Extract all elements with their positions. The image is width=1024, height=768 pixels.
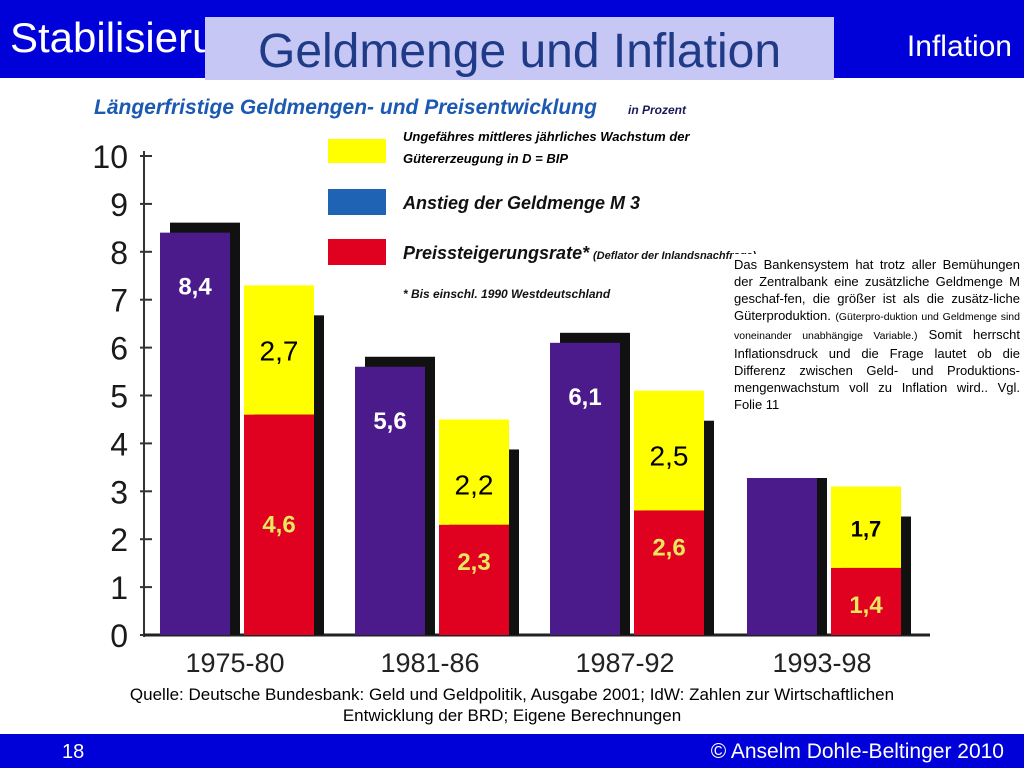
bar-inflation: [634, 510, 704, 635]
bar-gdp: [439, 419, 509, 525]
legend-label-inflation: Preissteigerungsrate*: [403, 243, 590, 263]
chart-title-suffix: in Prozent: [628, 103, 687, 117]
y-tick-label: 5: [110, 379, 128, 415]
legend-label-gdp: Ungefähres mittleres jährliches Wachstum…: [403, 129, 691, 144]
y-tick-label: 6: [110, 331, 128, 367]
bar-label-gdp: 2,5: [650, 441, 689, 472]
bar-m3: [550, 342, 620, 635]
bar-label-gdp: 2,7: [260, 335, 299, 366]
y-tick-label: 4: [110, 426, 128, 462]
bar-label-inflation: 4,6: [262, 512, 295, 539]
title-box: [205, 17, 834, 80]
slide-title: Geldmenge und Inflation: [257, 25, 782, 78]
side-note: Das Bankensystem hat trotz aller Bemühun…: [732, 254, 1022, 478]
topic-label: Inflation: [906, 30, 1012, 63]
category-label: 1975-80: [185, 648, 284, 678]
category-label: 1987-92: [575, 648, 674, 678]
legend-label-gdp-2: Gütererzeugung in D = BIP: [403, 151, 568, 166]
y-tick-label: 10: [92, 139, 128, 175]
bar-gdp: [831, 486, 901, 568]
source-citation: Quelle: Deutsche Bundesbank: Geld und Ge…: [129, 685, 895, 725]
bar-gdp: [244, 285, 314, 415]
legend-label-inflation-2: (Deflator der Inlandsnachfrage): [593, 250, 757, 262]
legend-swatch-gdp: [328, 139, 386, 163]
y-tick-label: 9: [110, 187, 128, 223]
bar-label-inflation: 1,4: [849, 592, 883, 619]
bar-m3: [355, 366, 425, 635]
bar-label-gdp: 2,2: [455, 469, 494, 500]
bar-label-gdp: 1,7: [851, 517, 882, 542]
bar-label-inflation: 2,3: [457, 549, 490, 576]
bar-m3: [160, 232, 230, 635]
bar-gdp: [634, 390, 704, 511]
y-tick-label: 1: [110, 570, 128, 606]
bar-label-m3: 6,1: [568, 384, 601, 411]
side-note-text-b: (Güterpro-duktion und Geldmenge sind von…: [734, 311, 1020, 342]
chart-footnote: * Bis einschl. 1990 Westdeutschland: [403, 287, 611, 301]
slide-number: 18: [62, 741, 85, 763]
chart-title: Längerfristige Geldmengen- und Preisentw…: [94, 96, 597, 119]
bar-label-m3: 8,4: [178, 274, 212, 301]
bar-label-inflation: 2,6: [652, 534, 685, 561]
legend-label-m3: Anstieg der Geldmenge M 3: [402, 193, 640, 213]
side-note-text-c: Somit herrscht Inflationsdruck und die F…: [734, 327, 1020, 412]
y-tick-label: 3: [110, 474, 128, 510]
bar-inflation: [244, 414, 314, 635]
y-tick-label: 7: [110, 283, 128, 319]
copyright: © Anselm Dohle-Beltinger 2010: [710, 740, 1004, 763]
y-tick-label: 2: [110, 522, 128, 558]
legend-swatch-inflation: [328, 239, 386, 265]
category-label: 1993-98: [772, 648, 871, 678]
footer-bar: [0, 734, 1024, 768]
y-tick-label: 8: [110, 235, 128, 271]
bar-inflation: [439, 524, 509, 635]
category-label: 1981-86: [380, 648, 479, 678]
chart: Längerfristige Geldmengen- und Preisentw…: [92, 96, 930, 678]
bar-inflation: [831, 567, 901, 635]
legend-swatch-m3: [328, 189, 386, 215]
bar-label-m3: 5,6: [373, 408, 406, 435]
side-note-text-a: Das Bankensystem hat trotz aller Bemühun…: [734, 257, 1020, 323]
y-tick-label: 0: [110, 618, 128, 654]
